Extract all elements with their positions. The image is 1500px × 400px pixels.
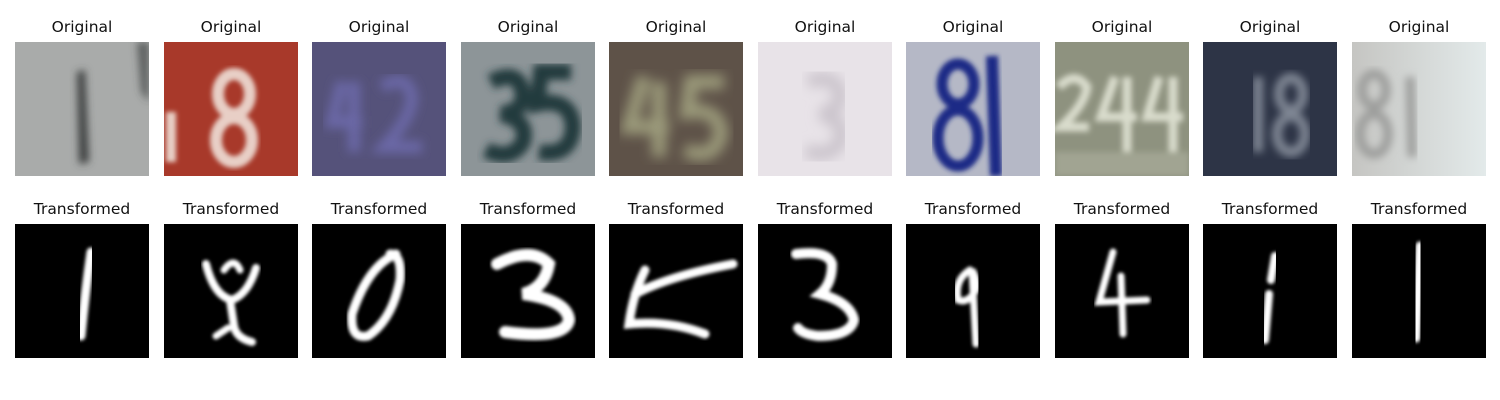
digit-image [1055,224,1189,358]
transformed-panel-9: Transformed [1203,196,1337,358]
panel-title: Transformed [330,200,428,218]
original-panel-2: Original [164,14,298,176]
original-panel-9: Original [1203,14,1337,176]
original-panel-10: Original [1352,14,1486,176]
transformed-panel-4: Transformed [461,196,595,358]
transformed-panel-10: Transformed [1352,196,1486,358]
transformed-panel-2: Transformed [164,196,298,358]
transformed-panel-7: Transformed [906,196,1040,358]
panel-title: Transformed [924,200,1022,218]
original-panel-4: Original [461,14,595,176]
digit-image [758,42,892,176]
digit-image [312,42,446,176]
digit-image [461,224,595,358]
digit-image [312,224,446,358]
panel-title: Original [794,18,856,36]
panel-title: Original [497,18,559,36]
panel-title: Original [645,18,707,36]
panel-title: Transformed [627,200,725,218]
digit-image [906,224,1040,358]
transformed-panel-1: Transformed [15,196,149,358]
digit-image [609,224,743,358]
digit-image [164,42,298,176]
original-panel-5: Original [609,14,743,176]
panel-title: Original [942,18,1004,36]
panel-title: Transformed [1370,200,1468,218]
panel-title: Original [1239,18,1301,36]
digit-image [1203,224,1337,358]
panel-title: Transformed [33,200,131,218]
digit-image [609,42,743,176]
digit-image [1352,224,1486,358]
panel-title: Transformed [479,200,577,218]
digit-image [1203,42,1337,176]
panel-title: Transformed [1073,200,1171,218]
transformed-panel-6: Transformed [758,196,892,358]
digit-image [164,224,298,358]
transformed-panel-5: Transformed [609,196,743,358]
original-panel-7: Original [906,14,1040,176]
digit-image [1352,42,1486,176]
panel-title: Original [1091,18,1153,36]
panel-title: Transformed [776,200,874,218]
original-row: Original Original Original [0,14,1500,176]
digit-image [15,224,149,358]
panel-title: Transformed [1221,200,1319,218]
digit-image [906,42,1040,176]
digit-image [461,42,595,176]
panel-title: Original [348,18,410,36]
panel-title: Original [200,18,262,36]
panel-title: Original [51,18,113,36]
digit-image [15,42,149,176]
digit-image [758,224,892,358]
transformed-panel-3: Transformed [312,196,446,358]
original-panel-1: Original [15,14,149,176]
original-panel-3: Original [312,14,446,176]
panel-title: Original [1388,18,1450,36]
transformed-row: Transformed Transformed Transformed [0,196,1500,358]
digit-image [1055,42,1189,176]
original-panel-8: Original [1055,14,1189,176]
original-panel-6: Original [758,14,892,176]
panel-title: Transformed [182,200,280,218]
transformed-panel-8: Transformed [1055,196,1189,358]
